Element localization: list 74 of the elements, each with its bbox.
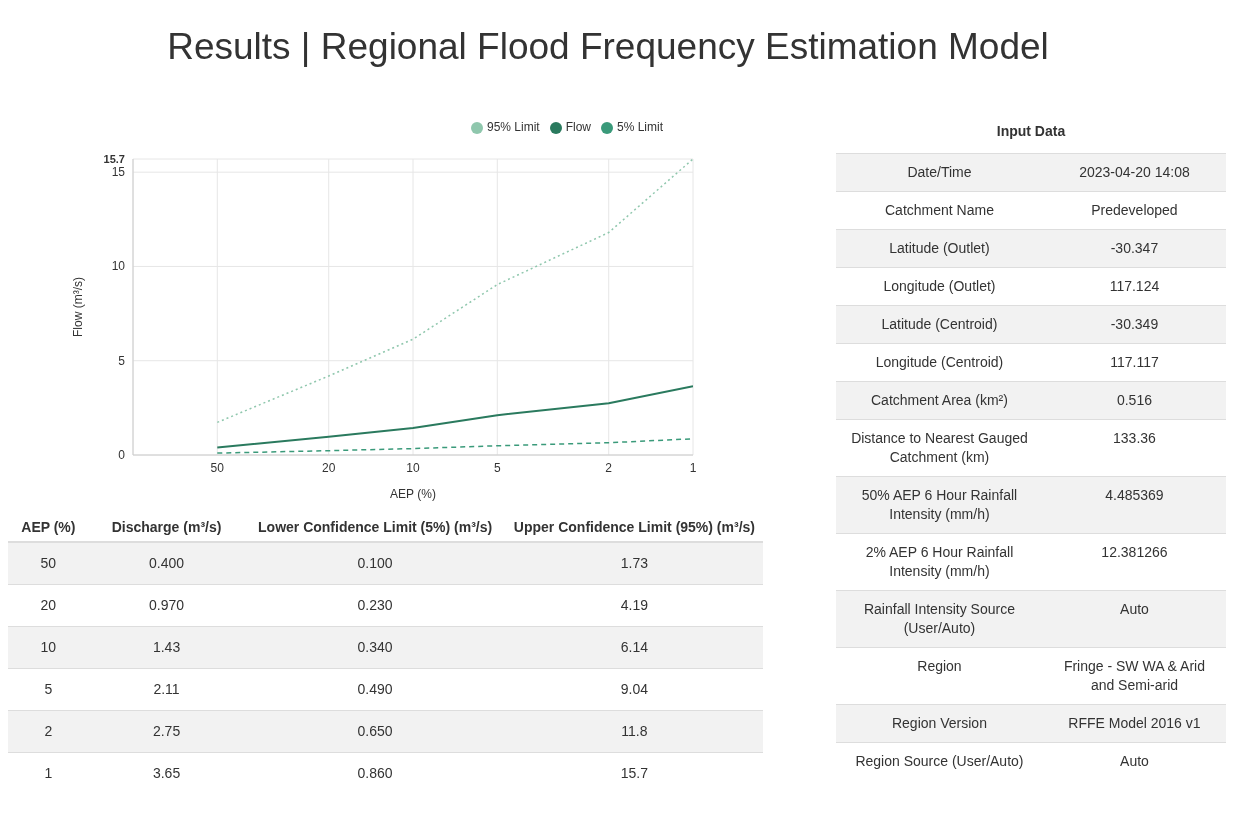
text: 117.124 (1042, 267, 1226, 306)
y-tick-label: 15 (111, 165, 126, 180)
text: Input Data (995, 122, 1067, 141)
text: Upper Confidence Limit (95%) (m³/s) (505, 513, 763, 542)
text: 0.860 (244, 752, 506, 794)
text: 20 (8, 584, 89, 627)
text: 0.516 (1042, 381, 1226, 420)
y-tick-label: 0 (118, 448, 126, 462)
text: Distance to Nearest Gauged Catchment (km) (836, 419, 1043, 477)
text: 11.8 (505, 710, 763, 753)
text: RFFE Model 2016 v1 (1042, 704, 1226, 743)
x-tick-label: 20 (322, 460, 336, 475)
y-tick-label: 10 (111, 259, 126, 274)
y-tick-label: 5 (118, 353, 126, 368)
text: 0.650 (244, 710, 506, 753)
text: 4.19 (505, 584, 763, 627)
text: 0.230 (244, 584, 506, 627)
text: 2023-04-20 14:08 (1042, 153, 1226, 192)
chart-title: Results | Regional Flood Frequency Estimation Model (166, 26, 1050, 68)
text: 0.970 (88, 584, 245, 627)
text: 15.7 (505, 752, 763, 794)
text: 1 (8, 752, 89, 794)
text: Catchment Name (836, 191, 1043, 230)
text: 0.340 (244, 626, 506, 669)
text: 9.04 (505, 668, 763, 711)
x-tick-label: 5 (493, 460, 501, 475)
text: -30.349 (1042, 305, 1226, 344)
text: 4.485369 (1042, 476, 1226, 534)
text: 1.73 (505, 542, 763, 585)
text: Latitude (Outlet) (836, 229, 1043, 268)
text: Longitude (Centroid) (836, 343, 1043, 382)
text: Region Version (836, 704, 1043, 743)
text: Auto (1042, 742, 1226, 780)
x-axis-title: AEP (%) (390, 487, 436, 501)
x-tick-label: 50 (210, 460, 225, 475)
x-tick-label: 10 (406, 460, 420, 475)
text: Predeveloped (1042, 191, 1226, 230)
legend-label: Flow (565, 120, 591, 134)
text: -30.347 (1042, 229, 1226, 268)
text: 2 (8, 710, 89, 753)
text: 3.65 (88, 752, 245, 794)
x-tick-label: 1 (689, 460, 697, 475)
text: 0.400 (88, 542, 245, 585)
text: Longitude (Outlet) (836, 267, 1043, 306)
text: Catchment Area (km²) (836, 381, 1043, 420)
text: 0.100 (244, 542, 506, 585)
text: 0.490 (244, 668, 506, 711)
text: Auto (1042, 590, 1226, 648)
text: 5 (8, 668, 89, 711)
text: AEP (%) (8, 513, 89, 542)
legend-label: 95% Limit (486, 120, 540, 134)
text: 50 (8, 542, 89, 585)
text: 2.75 (88, 710, 245, 753)
text: 50% AEP 6 Hour Rainfall Intensity (mm/h) (836, 476, 1043, 534)
y-axis-title: Flow (m³/s) (71, 277, 86, 337)
x-tick-label: 2 (605, 460, 613, 475)
text: Discharge (m³/s) (88, 513, 245, 542)
text: 2.11 (88, 668, 245, 711)
text: 12.381266 (1042, 533, 1226, 591)
text: Lower Confidence Limit (5%) (m³/s) (244, 513, 506, 542)
text: Date/Time (836, 153, 1043, 192)
text: 1.43 (88, 626, 245, 669)
text: Fringe - SW WA & Arid and Semi-arid (1042, 647, 1226, 705)
text: Rainfall Intensity Source (User/Auto) (836, 590, 1043, 648)
text: 133.36 (1042, 419, 1226, 477)
text: Region (836, 647, 1043, 705)
text: Latitude (Centroid) (836, 305, 1043, 344)
text: 10 (8, 626, 89, 669)
text: 6.14 (505, 626, 763, 669)
text: 2% AEP 6 Hour Rainfall Intensity (mm/h) (836, 533, 1043, 591)
text: Region Source (User/Auto) (836, 742, 1043, 780)
text: 117.117 (1042, 343, 1226, 382)
legend-label: 5% Limit (616, 120, 663, 134)
y-tick-label: 15.7 (103, 153, 125, 165)
